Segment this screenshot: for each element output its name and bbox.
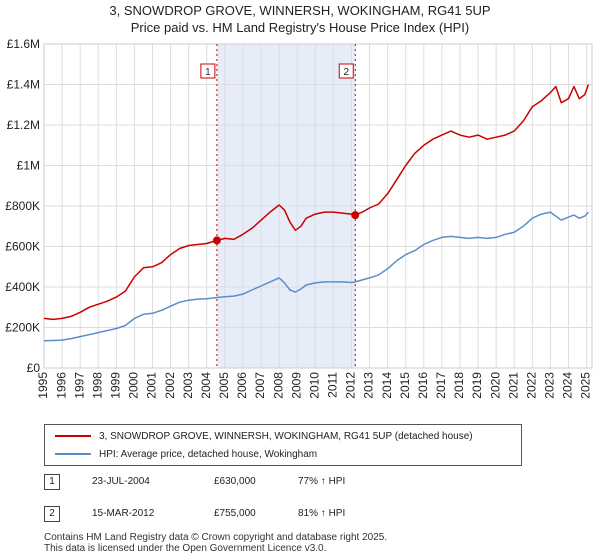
sale-point: [351, 211, 360, 220]
x-tick-label: 1996: [54, 372, 68, 399]
annotation-box-label: 1: [205, 67, 211, 78]
x-tick-label: 1999: [109, 372, 123, 399]
legend-swatch-hpi: [55, 453, 91, 455]
sale-date: 15-MAR-2012: [92, 508, 155, 519]
sale-marker-badge: 2: [44, 506, 60, 522]
sale-row: 1 23-JUL-2004 £630,000 77% ↑ HPI: [44, 474, 584, 492]
x-tick-label: 2016: [416, 372, 430, 399]
sale-point: [212, 236, 221, 245]
sale-annotation-box: 1: [200, 63, 216, 79]
series-line-hpi: [43, 211, 589, 342]
x-tick-label: 2025: [579, 372, 593, 399]
y-tick-label: £1.6M: [7, 37, 40, 51]
x-tick-label: 2023: [543, 372, 557, 399]
x-tick-label: 2004: [199, 372, 213, 399]
y-tick-label: £1.4M: [7, 78, 40, 92]
sale-annotation-box: 2: [338, 63, 354, 79]
y-tick-label: £800K: [5, 199, 40, 213]
y-tick-label: £0: [27, 361, 41, 375]
x-tick-label: 2001: [145, 372, 159, 399]
annotation-box-label: 2: [343, 67, 349, 78]
sale-date: 23-JUL-2004: [92, 476, 150, 487]
footer-line-1: Contains HM Land Registry data © Crown c…: [44, 532, 388, 543]
y-tick-label: £1M: [17, 159, 40, 173]
x-tick-label: 2007: [253, 372, 267, 399]
sale-row: 2 15-MAR-2012 £755,000 81% ↑ HPI: [44, 506, 584, 524]
chart-title: 3, SNOWDROP GROVE, WINNERSH, WOKINGHAM, …: [109, 3, 491, 18]
y-tick-label: £1.2M: [7, 118, 40, 132]
x-tick-label: 2010: [307, 372, 321, 399]
chart-legend: 3, SNOWDROP GROVE, WINNERSH, WOKINGHAM, …: [44, 424, 522, 466]
x-tick-label: 2008: [271, 372, 285, 399]
series-line-property: [43, 84, 590, 321]
x-tick-label: 2021: [506, 372, 520, 399]
y-tick-label: £600K: [5, 240, 40, 254]
x-tick-label: 2003: [181, 372, 195, 399]
footer-line-2: This data is licensed under the Open Gov…: [44, 543, 327, 554]
legend-swatch-property: [55, 435, 91, 437]
x-tick-label: 2022: [524, 372, 538, 399]
x-tick-label: 2019: [470, 372, 484, 399]
sale-marker-badge: 1: [44, 474, 60, 490]
sale-hpi-change: 77% ↑ HPI: [298, 476, 346, 487]
x-tick-label: 2009: [289, 372, 303, 399]
x-tick-label: 2012: [344, 372, 358, 399]
x-tick-label: 2014: [380, 372, 394, 399]
legend-item-property: 3, SNOWDROP GROVE, WINNERSH, WOKINGHAM, …: [55, 428, 473, 444]
x-tick-label: 1995: [36, 372, 50, 399]
sale-hpi-change: 81% ↑ HPI: [298, 508, 346, 519]
sale-price: £630,000: [214, 476, 256, 487]
x-tick-label: 2024: [561, 372, 575, 399]
plot-frame: [43, 43, 593, 369]
x-tick-label: 2015: [398, 372, 412, 399]
x-tick-label: 2013: [362, 372, 376, 399]
chart-subtitle: Price paid vs. HM Land Registry's House …: [130, 20, 470, 35]
annotation-box-rect: [338, 63, 354, 79]
annotation-box-rect: [200, 63, 216, 79]
x-tick-label: 1997: [72, 372, 86, 399]
x-tick-label: 2018: [452, 372, 466, 399]
y-tick-label: £400K: [5, 280, 40, 294]
x-tick-label: 2002: [163, 372, 177, 399]
x-tick-label: 2005: [217, 372, 231, 399]
y-tick-label: £200K: [5, 321, 40, 335]
x-tick-label: 2006: [235, 372, 249, 399]
legend-label-hpi: HPI: Average price, detached house, Woki…: [99, 448, 318, 460]
legend-item-hpi: HPI: Average price, detached house, Woki…: [55, 446, 317, 462]
price-chart: £0 £200K £400K £600K £800K £1M £1.2M £1.4M £1.6M…: [5, 37, 593, 399]
footer-attribution: Contains HM Land Registry data © Crown c…: [44, 532, 387, 554]
sale-price: £755,000: [214, 508, 256, 519]
x-tick-label: 2011: [326, 372, 340, 398]
x-tick-label: 2017: [434, 372, 448, 399]
x-tick-label: 2020: [488, 372, 502, 399]
legend-label-property: 3, SNOWDROP GROVE, WINNERSH, WOKINGHAM, …: [99, 430, 473, 442]
x-tick-label: 2000: [127, 372, 141, 399]
x-tick-label: 1998: [90, 372, 104, 399]
